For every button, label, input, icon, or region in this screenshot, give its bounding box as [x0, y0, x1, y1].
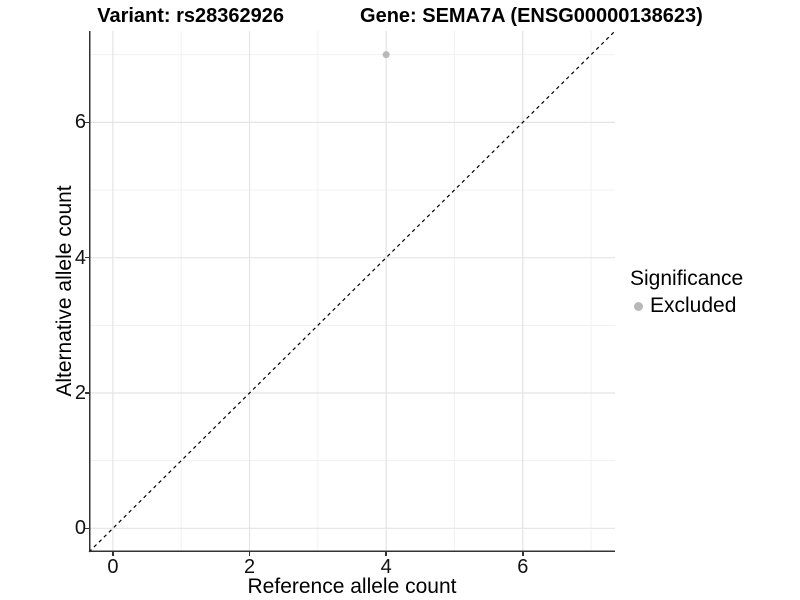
legend-title: Significance	[630, 267, 744, 290]
legend-item-label: Excluded	[650, 294, 737, 317]
y-tick-0	[85, 527, 89, 530]
plot-panel	[88, 30, 616, 553]
y-tick-label-4: 4	[74, 246, 86, 269]
y-tick-4	[85, 256, 89, 259]
x-tick-label-0: 0	[107, 556, 119, 578]
x-tick-label-6: 6	[517, 556, 529, 578]
y-tick-label-2: 2	[74, 381, 86, 404]
plot-title: Variant: rs28362926 Gene: SEMA7A (ENSG00…	[0, 4, 800, 28]
y-tick-label-6: 6	[74, 111, 86, 134]
y-tick-2	[85, 392, 89, 394]
identity-line	[88, 30, 616, 553]
legend: Significance Excluded	[630, 266, 743, 318]
x-tick-6	[522, 552, 524, 556]
plot-title-variant: Variant: rs28362926	[97, 5, 285, 27]
legend-key	[630, 297, 647, 316]
legend-key-dot	[634, 301, 643, 311]
y-tick-6	[85, 121, 89, 124]
data-point	[382, 51, 390, 59]
x-tick-0	[112, 552, 114, 556]
y-tick-label-0: 0	[74, 517, 86, 540]
x-axis-title: Reference allele count	[247, 575, 457, 598]
y-axis-title: Alternative allele count	[53, 185, 76, 397]
x-tick-2	[248, 552, 251, 556]
legend-item-excluded: Excluded	[630, 294, 743, 318]
panel-svg	[88, 30, 616, 553]
x-tick-label-2: 2	[243, 556, 256, 578]
x-tick-4	[385, 552, 387, 556]
x-tick-label-4: 4	[380, 556, 392, 578]
plot-title-gene: Gene: SEMA7A (ENSG00000138623)	[360, 5, 703, 27]
